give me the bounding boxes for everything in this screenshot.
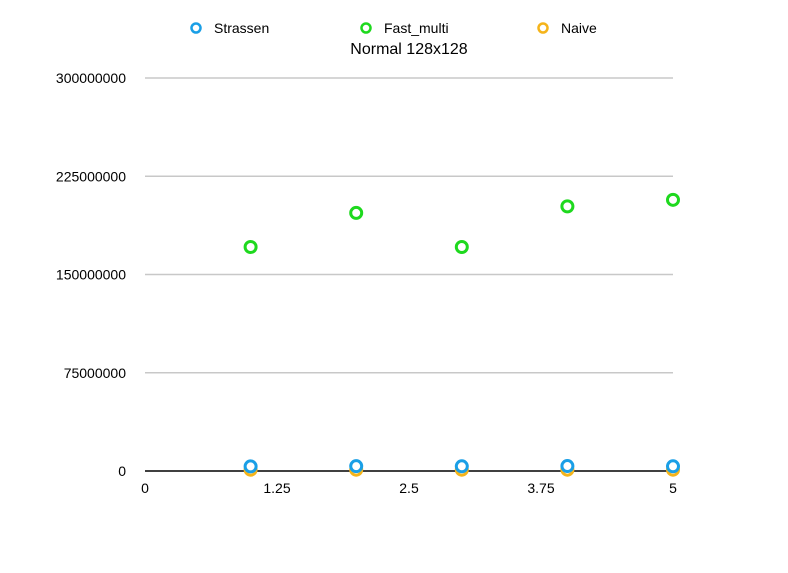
x-tick-label: 0 [141,480,149,496]
data-points [243,192,680,477]
legend-item: Fast_multi [360,20,449,36]
x-tick-label: 3.75 [527,480,554,496]
x-tick-label: 1.25 [263,480,290,496]
data-point [454,459,469,474]
legend-marker [537,22,549,34]
data-point [243,239,258,254]
data-point [560,199,575,214]
legend-item: Naive [537,20,597,36]
y-tick-label: 75000000 [64,365,127,381]
y-tick-label: 0 [118,463,126,479]
chart-title: Normal 128x128 [350,41,468,58]
data-point [666,459,680,474]
data-point [560,459,575,474]
series-strassen [243,459,680,474]
y-tick-label: 300000000 [56,70,126,86]
data-point [243,459,258,474]
axes: 0 75000000 150000000 225000000 300000000 0 1.2… [56,70,677,496]
legend-item: Strassen [190,20,269,36]
x-tick-label: 2.5 [399,480,419,496]
series-fast_multi [243,192,680,254]
y-tick-label: 150000000 [56,267,126,283]
grid [145,77,673,374]
x-tick-label: 5 [669,480,677,496]
data-point [349,205,364,220]
data-point [454,239,469,254]
y-tick-label: 225000000 [56,168,126,184]
legend: Strassen Fast_multi Naive [190,20,597,36]
data-point [666,192,680,207]
legend-label: Naive [561,20,597,36]
legend-label: Fast_multi [384,20,449,36]
data-point [349,459,364,474]
legend-marker [190,22,202,34]
legend-marker [360,22,372,34]
legend-label: Strassen [214,20,269,36]
